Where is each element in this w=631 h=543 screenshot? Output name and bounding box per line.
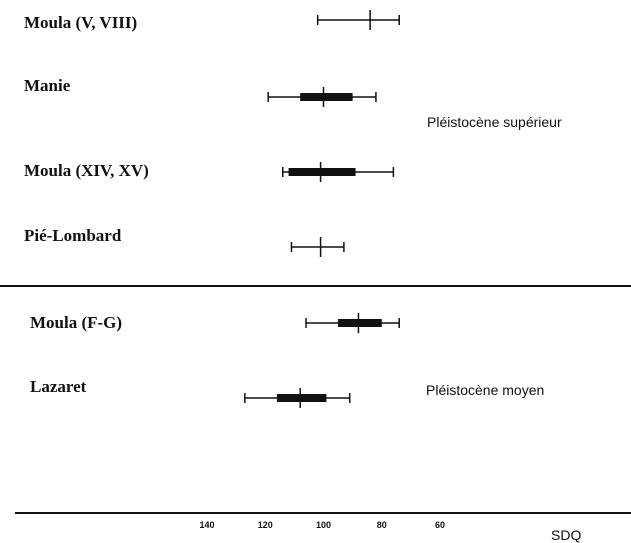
series-label: Lazaret: [30, 377, 87, 396]
group-label-middle: Pléistocène moyen: [426, 382, 544, 398]
tick-label: 100: [316, 520, 331, 530]
series-row: Lazaret: [30, 377, 351, 408]
x-axis-title: SDQ: [551, 527, 581, 543]
interval-box: [276, 394, 327, 402]
series-rows: Moula (V, VIII) Manie Moula (XIV, XV) Pié-L…: [24, 10, 400, 408]
series-label: Pié-Lombard: [24, 226, 122, 245]
tick-label: 80: [377, 520, 387, 530]
x-axis-ticks: 140 120 100 80 60: [199, 520, 445, 530]
series-row: Moula (F-G): [30, 313, 400, 333]
interval-box: [300, 93, 353, 101]
series-row: Pié-Lombard: [24, 226, 345, 257]
series-label: Moula (F-G): [30, 313, 122, 332]
group-label-upper: Pléistocène supérieur: [427, 114, 562, 130]
interval-box: [338, 319, 382, 327]
series-label: Moula (V, VIII): [24, 13, 137, 32]
interval-box: [288, 168, 356, 176]
series-row: Moula (V, VIII): [24, 10, 400, 32]
series-row: Manie: [24, 76, 377, 107]
series-row: Moula (XIV, XV): [24, 161, 395, 182]
series-label: Moula (XIV, XV): [24, 161, 149, 180]
tick-label: 60: [435, 520, 445, 530]
series-label: Manie: [24, 76, 71, 95]
tick-label: 140: [199, 520, 214, 530]
tick-label: 120: [258, 520, 273, 530]
